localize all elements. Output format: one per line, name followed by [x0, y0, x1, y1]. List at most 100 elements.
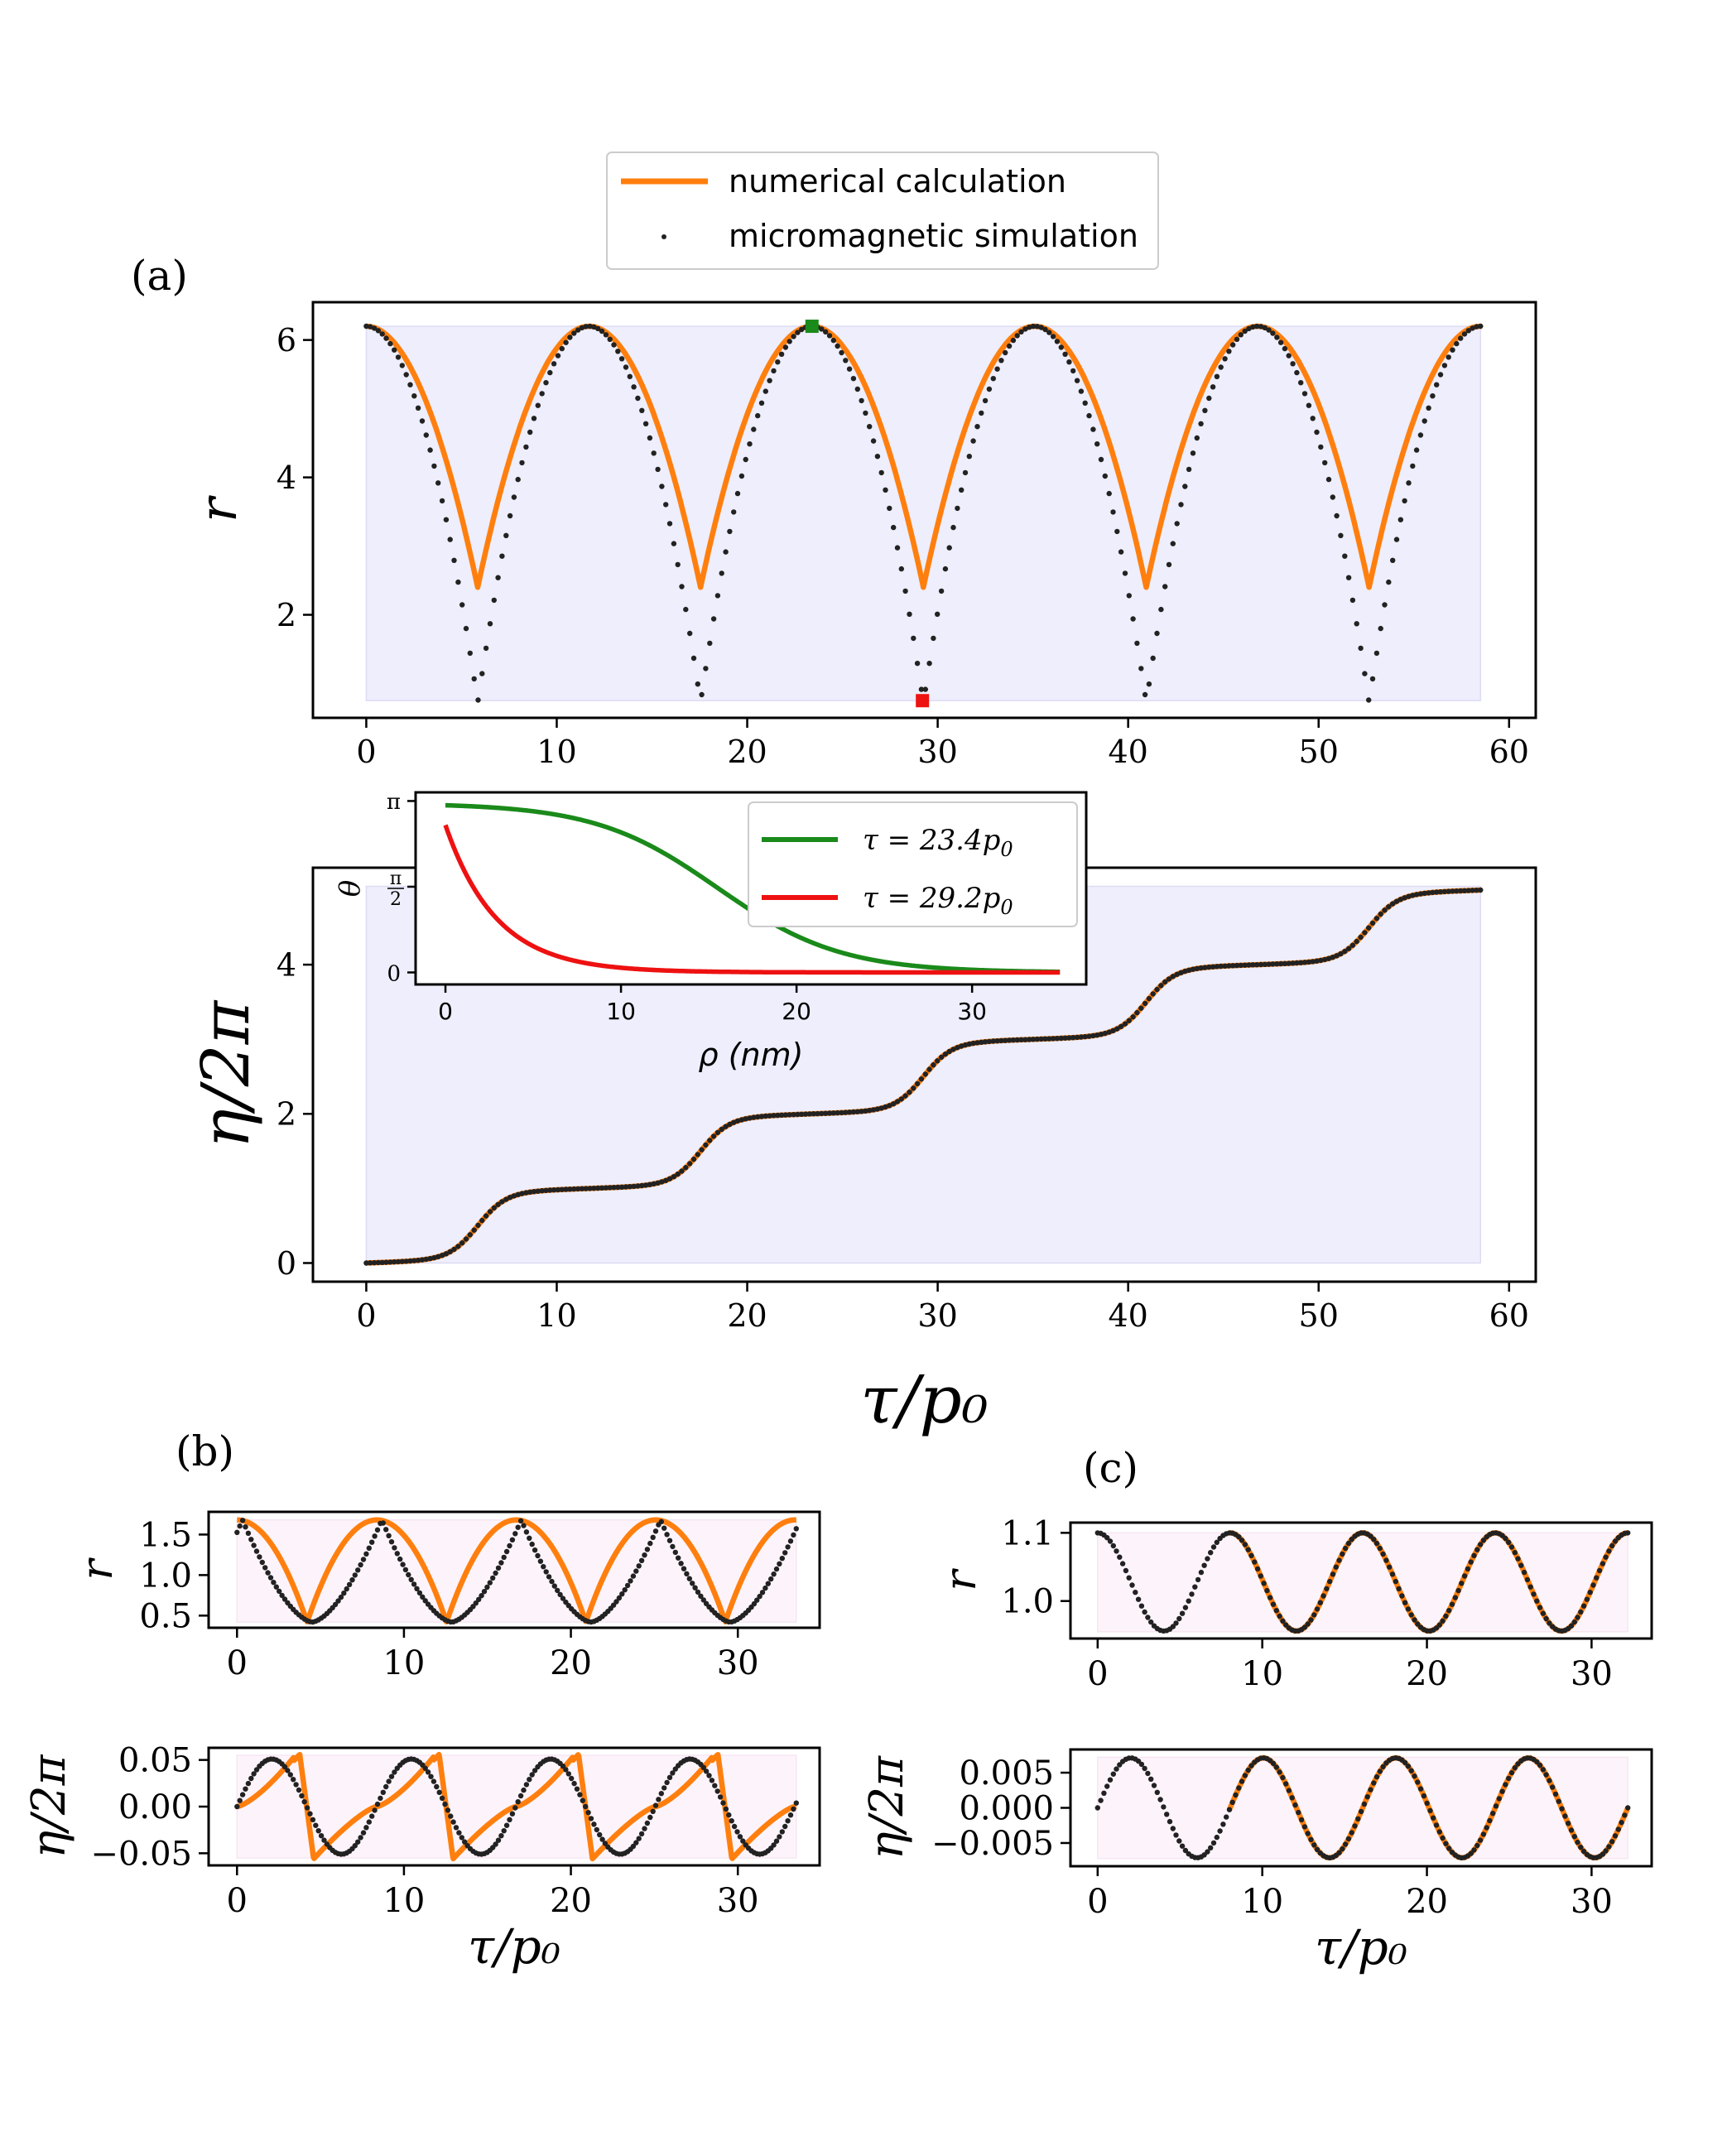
simulation-point — [580, 1797, 585, 1803]
simulation-point — [1266, 327, 1272, 333]
simulation-point — [1366, 925, 1372, 931]
simulation-point — [475, 697, 481, 703]
x-tick-label: 20 — [1406, 1655, 1448, 1693]
simulation-point — [259, 1559, 265, 1566]
main-legend-box — [606, 152, 1159, 270]
simulation-point — [990, 1038, 997, 1044]
simulation-point — [1387, 1564, 1393, 1570]
simulation-point — [1540, 1610, 1547, 1616]
simulation-point — [661, 1525, 667, 1531]
simulation-point — [1174, 521, 1180, 527]
simulation-point — [1410, 463, 1416, 469]
simulation-point — [1210, 1840, 1217, 1846]
simulation-point — [301, 1799, 307, 1805]
simulation-point — [1210, 964, 1216, 970]
simulation-point — [1314, 958, 1320, 964]
simulation-point — [887, 505, 892, 512]
simulation-point — [717, 1794, 724, 1800]
simulation-point — [1322, 460, 1328, 466]
simulation-point — [787, 1812, 794, 1818]
simulation-point — [1070, 368, 1076, 374]
simulation-point — [599, 1836, 605, 1842]
simulation-point — [1580, 1603, 1587, 1609]
simulation-point — [1170, 974, 1176, 979]
simulation-point — [471, 676, 477, 682]
simulation-point — [515, 1524, 521, 1530]
simulation-point — [672, 1549, 678, 1556]
simulation-point — [253, 1767, 260, 1773]
simulation-point — [1234, 336, 1240, 342]
simulation-point — [734, 490, 741, 497]
simulation-point — [1369, 920, 1376, 926]
simulation-point — [535, 1552, 541, 1559]
simulation-point — [1325, 955, 1332, 961]
simulation-point — [1142, 1000, 1148, 1007]
simulation-point — [599, 328, 605, 334]
simulation-point — [1443, 1841, 1449, 1846]
simulation-point — [371, 1259, 378, 1266]
x-axis-label: ρ (nm) — [699, 1037, 804, 1073]
simulation-point — [1126, 1018, 1133, 1023]
simulation-point — [493, 1841, 498, 1847]
x-tick-label: 30 — [717, 1882, 759, 1920]
simulation-point — [1236, 1785, 1242, 1791]
simulation-point — [1102, 473, 1109, 479]
simulation-point — [883, 1104, 888, 1110]
simulation-point — [1465, 1566, 1471, 1572]
simulation-point — [1571, 1834, 1578, 1840]
simulation-point — [451, 557, 457, 563]
simulation-point — [1540, 1767, 1547, 1773]
simulation-point — [835, 343, 840, 349]
simulation-point — [695, 681, 700, 687]
simulation-point — [1471, 1847, 1477, 1853]
simulation-point — [1386, 904, 1392, 910]
simulation-point — [293, 1782, 299, 1788]
simulation-point — [1277, 339, 1284, 345]
simulation-point — [1380, 1551, 1386, 1557]
simulation-point — [1362, 930, 1368, 936]
simulation-point — [1452, 1595, 1459, 1600]
simulation-point — [887, 1103, 892, 1109]
simulation-point — [743, 456, 748, 463]
simulation-point — [1480, 1831, 1487, 1837]
simulation-point — [379, 1259, 385, 1266]
simulation-point — [698, 1593, 704, 1600]
simulation-point — [1006, 1037, 1013, 1043]
simulation-point — [970, 1040, 976, 1047]
simulation-point — [1202, 407, 1208, 413]
shaded-region — [1097, 1532, 1628, 1633]
simulation-point — [723, 1124, 729, 1129]
simulation-point — [759, 1590, 766, 1595]
y-tick-label: 6 — [277, 322, 296, 359]
y-tick-label: 0.000 — [959, 1790, 1054, 1828]
simulation-point — [1454, 888, 1460, 894]
simulation-point — [644, 1547, 651, 1552]
simulation-point — [1437, 889, 1444, 895]
simulation-point — [616, 1595, 623, 1601]
simulation-point — [1142, 691, 1148, 698]
simulation-point — [1361, 1801, 1368, 1807]
simulation-point — [1162, 979, 1168, 985]
x-tick-label: 20 — [782, 998, 811, 1025]
simulation-point — [427, 447, 433, 453]
simulation-point — [782, 1823, 788, 1830]
simulation-point — [891, 1101, 897, 1107]
simulation-point — [874, 1106, 881, 1112]
simulation-point — [1226, 1807, 1233, 1812]
simulation-point — [1324, 1586, 1330, 1592]
simulation-point — [386, 1533, 392, 1539]
simulation-point — [1340, 1551, 1345, 1557]
simulation-point — [1170, 1624, 1176, 1629]
panel-c_top: 0 10 20 30 1.0 1.1 r — [936, 1514, 1653, 1693]
simulation-point — [1334, 513, 1340, 519]
simulation-point — [1368, 1787, 1373, 1793]
panel-label-a: (a) — [131, 252, 188, 300]
simulation-point — [243, 1786, 248, 1792]
simulation-point — [1311, 1612, 1317, 1618]
simulation-point — [547, 369, 553, 376]
x-tick-label: 0 — [438, 998, 453, 1025]
simulation-point — [499, 1199, 505, 1205]
simulation-point — [1102, 1030, 1109, 1037]
simulation-point — [1224, 1814, 1229, 1820]
simulation-point — [1550, 1784, 1556, 1790]
